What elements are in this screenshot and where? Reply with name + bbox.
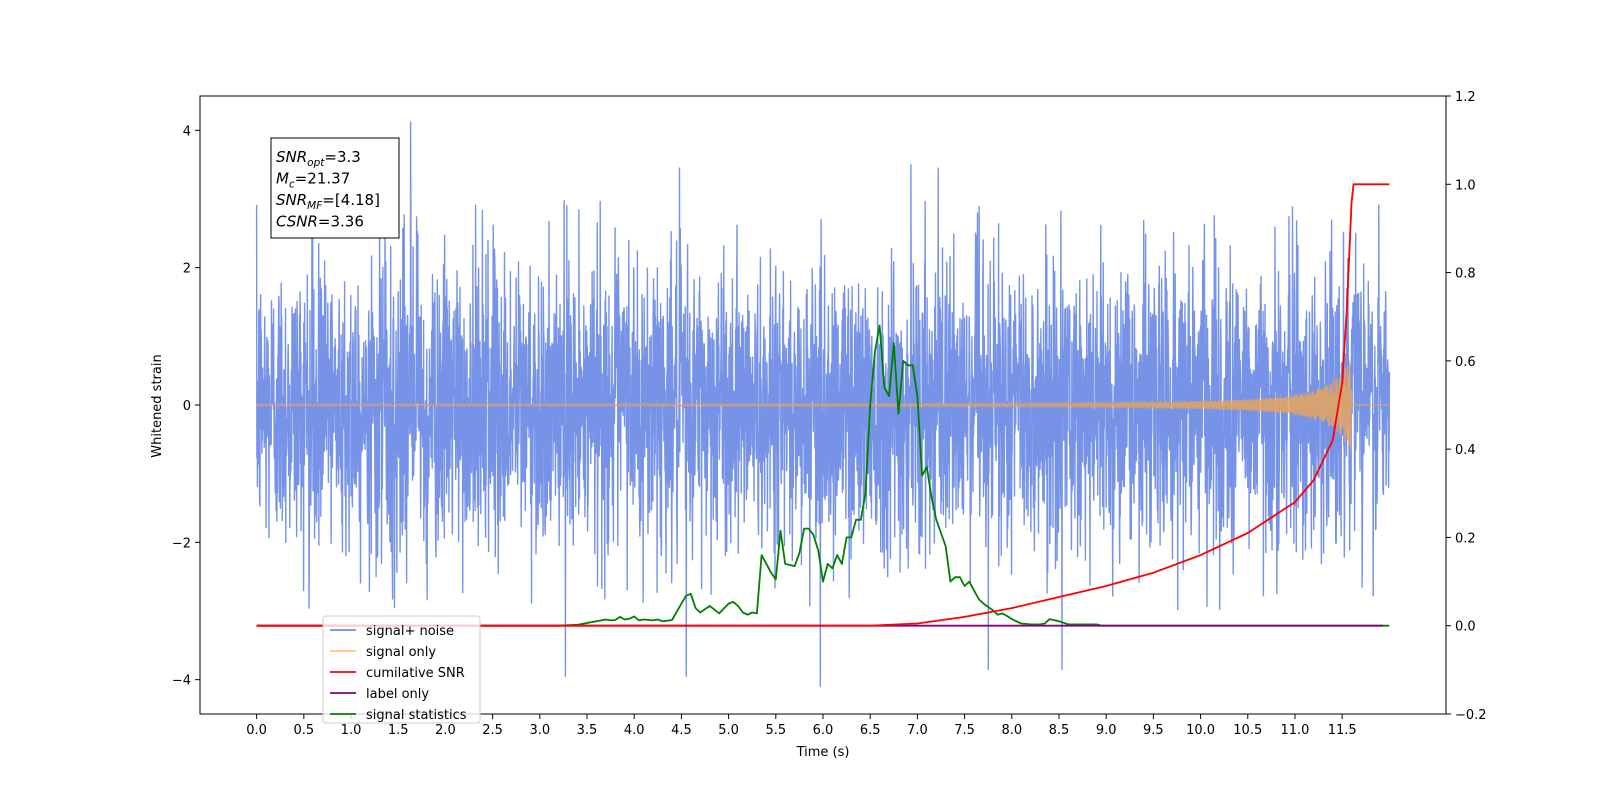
y-tick-label: 4 (183, 124, 191, 139)
x-tick-label: 11.0 (1280, 723, 1309, 738)
y-tick-label: −2 (172, 536, 191, 551)
x-tick-label: 7.5 (954, 723, 975, 738)
y2-tick-label: −0.2 (1455, 708, 1487, 723)
x-tick-label: 8.5 (1049, 723, 1070, 738)
x-axis: 0.0 0.5 1.0 1.5 2.0 2.5 3.0 3.5 4.0 4.5 5.0 5.5 6.0 6… (246, 714, 1357, 738)
y2-tick-label: 0.8 (1455, 267, 1476, 282)
y2-tick-label: 0.4 (1455, 443, 1476, 458)
x-tick-label: 0.5 (293, 723, 314, 738)
x-tick-label: 5.0 (718, 723, 739, 738)
legend-entry-label: label only (366, 687, 429, 702)
y-axis-left: −4 −2 0 2 4 (172, 124, 200, 689)
legend-entry-label: signal only (366, 645, 436, 660)
x-tick-label: 7.0 (907, 723, 928, 738)
legend: signal+ noise signal only cumilative SNR la… (322, 615, 481, 724)
x-tick-label: 4.5 (671, 723, 692, 738)
series-signal-only-line (256, 360, 1390, 452)
y-axis-label: Whitened strain (150, 354, 165, 457)
y-tick-label: 2 (183, 262, 191, 277)
x-tick-label: 10.5 (1233, 723, 1262, 738)
x-tick-label: 3.5 (577, 723, 598, 738)
x-tick-label: 2.0 (435, 723, 456, 738)
stats-annotation-frame (270, 137, 400, 239)
y2-tick-label: 0.0 (1455, 620, 1476, 635)
y2-tick-label: 1.2 (1455, 90, 1476, 105)
x-tick-label: 9.0 (1096, 723, 1117, 738)
x-tick-label: 6.5 (860, 723, 881, 738)
stats-annotation-line: SNRopt=3.3 (276, 148, 361, 169)
series-cumulative-snr-line (256, 183, 1390, 627)
series-signal-noise-line (255, 121, 1391, 688)
x-tick-label: 5.5 (765, 723, 786, 738)
stats-annotation-line: Mc=21.37 (276, 170, 350, 191)
y-axis-right: −0.2 0.0 0.2 0.4 0.6 0.8 1.0 1.2 (1446, 90, 1487, 723)
y2-tick-label: 0.2 (1455, 531, 1476, 546)
x-tick-label: 8.0 (1001, 723, 1022, 738)
legend-frame (322, 615, 481, 724)
x-tick-label: 0.0 (246, 723, 267, 738)
legend-entry-label: cumilative SNR (366, 666, 465, 681)
y2-tick-label: 0.6 (1455, 355, 1476, 370)
x-axis-label: Time (s) (796, 745, 850, 760)
x-tick-label: 10.0 (1186, 723, 1215, 738)
legend-entry-label: signal statistics (366, 708, 467, 723)
x-tick-label: 4.0 (624, 723, 645, 738)
x-tick-label: 1.0 (341, 723, 362, 738)
x-tick-label: 1.5 (388, 723, 409, 738)
y2-tick-label: 1.0 (1455, 178, 1476, 193)
x-tick-label: 11.5 (1328, 723, 1357, 738)
x-tick-label: 2.5 (482, 723, 503, 738)
x-tick-label: 6.0 (813, 723, 834, 738)
x-tick-label: 9.5 (1143, 723, 1164, 738)
x-tick-label: 3.0 (529, 723, 550, 738)
y-tick-label: 0 (183, 399, 191, 414)
stats-annotation-line: CSNR=3.36 (276, 213, 364, 231)
y-tick-label: −4 (172, 674, 191, 689)
legend-entry-label: signal+ noise (366, 624, 454, 639)
stats-annotation-line: SNRMF=[4.18] (276, 191, 380, 212)
series-signal-statistics-line (256, 324, 1390, 627)
